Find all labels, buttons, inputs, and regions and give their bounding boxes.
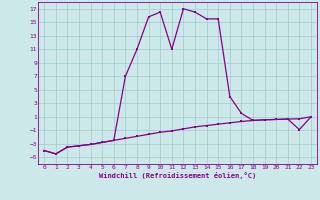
X-axis label: Windchill (Refroidissement éolien,°C): Windchill (Refroidissement éolien,°C) <box>99 172 256 179</box>
